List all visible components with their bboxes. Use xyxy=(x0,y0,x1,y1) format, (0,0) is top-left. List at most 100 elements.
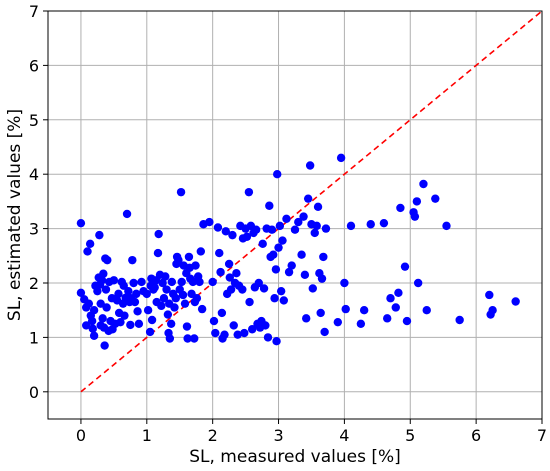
data-point xyxy=(162,285,171,294)
data-point xyxy=(244,187,254,197)
data-point xyxy=(410,212,420,221)
data-point xyxy=(413,278,423,288)
data-point xyxy=(150,283,159,292)
data-point xyxy=(402,316,412,326)
data-point xyxy=(259,284,269,293)
data-point xyxy=(137,277,146,287)
data-point xyxy=(336,153,346,163)
data-point xyxy=(192,294,202,303)
data-point xyxy=(290,225,300,234)
data-point xyxy=(124,286,133,296)
y-axis-label: SL, estimated values [%] xyxy=(5,109,25,321)
data-point xyxy=(308,284,317,293)
data-point xyxy=(294,217,303,227)
data-point xyxy=(183,334,192,343)
data-point xyxy=(229,321,238,330)
data-point xyxy=(83,247,92,256)
data-point xyxy=(178,290,188,300)
data-point xyxy=(299,212,308,221)
data-point xyxy=(320,327,329,337)
data-point xyxy=(284,267,294,277)
data-point xyxy=(132,289,141,299)
data-point xyxy=(176,187,186,197)
data-point xyxy=(165,334,175,343)
data-point xyxy=(177,277,186,287)
data-point xyxy=(274,243,283,252)
data-point xyxy=(247,325,257,334)
data-point xyxy=(276,286,286,296)
data-point xyxy=(228,230,237,240)
data-point xyxy=(319,252,328,262)
data-point xyxy=(359,306,369,315)
data-point xyxy=(269,250,278,259)
data-point xyxy=(128,255,137,265)
y-tick-label: 3 xyxy=(29,220,39,239)
data-point xyxy=(190,334,199,343)
data-point xyxy=(142,289,151,299)
data-point xyxy=(282,214,291,224)
data-point xyxy=(313,202,323,212)
data-point xyxy=(216,267,225,277)
data-point xyxy=(76,218,86,228)
data-point xyxy=(310,228,319,238)
data-point xyxy=(224,259,234,269)
y-tick-label: 5 xyxy=(29,111,39,130)
data-points xyxy=(76,153,520,350)
data-point xyxy=(159,294,169,303)
data-point xyxy=(82,321,91,330)
data-point xyxy=(167,277,177,287)
data-point xyxy=(267,225,277,234)
data-point xyxy=(419,179,428,189)
x-tick-label: 5 xyxy=(405,426,415,445)
data-point xyxy=(143,306,153,315)
data-point xyxy=(197,304,207,314)
data-point xyxy=(485,290,494,300)
data-point xyxy=(196,247,206,256)
data-point xyxy=(258,239,267,249)
x-tick-label: 6 xyxy=(471,426,481,445)
data-point xyxy=(211,328,220,338)
data-point xyxy=(116,317,125,327)
data-point xyxy=(130,297,140,307)
data-point xyxy=(278,236,287,245)
data-point xyxy=(412,197,422,206)
data-point xyxy=(87,316,97,326)
data-point xyxy=(275,221,285,231)
data-point xyxy=(170,303,179,312)
data-point xyxy=(84,299,94,308)
data-point xyxy=(341,304,350,314)
y-tick-label: 2 xyxy=(29,274,39,293)
data-point xyxy=(89,331,99,340)
data-point xyxy=(100,341,109,350)
data-point xyxy=(208,277,217,287)
data-point xyxy=(205,217,214,227)
data-point xyxy=(431,194,440,203)
data-point xyxy=(102,303,111,312)
data-point xyxy=(422,306,431,315)
data-point xyxy=(163,310,173,319)
data-point xyxy=(85,239,95,249)
data-point xyxy=(271,265,281,274)
data-point xyxy=(312,221,321,231)
data-point xyxy=(303,194,313,203)
data-point xyxy=(153,248,163,258)
data-point xyxy=(300,270,310,280)
data-point xyxy=(188,277,198,287)
data-point xyxy=(114,289,123,299)
data-point xyxy=(279,296,289,305)
data-point xyxy=(263,333,273,342)
data-point xyxy=(383,314,392,323)
data-point xyxy=(217,308,227,318)
data-point xyxy=(129,278,138,288)
data-point xyxy=(221,227,231,236)
data-point xyxy=(396,203,405,213)
x-axis-label: SL, measured values [%] xyxy=(189,447,401,467)
data-point xyxy=(95,230,104,240)
y-tick-label: 1 xyxy=(29,328,39,347)
data-point xyxy=(254,278,263,288)
data-point xyxy=(120,311,129,320)
x-tick-label: 0 xyxy=(76,426,86,445)
data-point xyxy=(97,276,107,285)
data-point xyxy=(273,170,282,179)
data-point xyxy=(297,250,306,259)
